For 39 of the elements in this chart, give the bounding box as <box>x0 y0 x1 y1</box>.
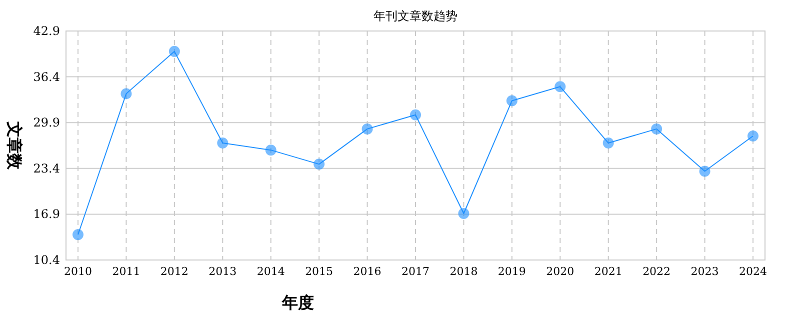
x-tick-label: 2012 <box>160 265 188 278</box>
point <box>314 158 325 170</box>
point <box>554 81 566 92</box>
x-tick-label: 2024 <box>739 265 767 278</box>
y-tick-label: 42.9 <box>33 24 60 38</box>
x-tick-label: 2018 <box>450 265 478 278</box>
chart-title: 年刊文章数趋势 <box>374 9 458 23</box>
point <box>362 123 373 134</box>
y-tick-label: 36.4 <box>33 70 60 84</box>
point <box>506 95 518 106</box>
y-tick-label: 16.9 <box>33 207 60 222</box>
x-tick-label: 2014 <box>256 265 285 278</box>
x-tick-label: 2010 <box>64 265 92 278</box>
x-tick-label: 2015 <box>305 265 334 278</box>
point <box>217 138 228 149</box>
x-tick-label: 2011 <box>112 265 140 278</box>
x-tick-label: 2021 <box>594 265 622 278</box>
y-tick-label: 10.4 <box>33 253 60 267</box>
x-axis-title: 年度 <box>281 293 314 312</box>
x-tick-label: 2016 <box>353 265 382 278</box>
x-tick-label: 2022 <box>642 265 671 278</box>
x-tick-label: 2023 <box>690 265 719 278</box>
x-tick-label: 2019 <box>498 265 526 278</box>
point <box>748 130 758 142</box>
y-tick-label: 29.9 <box>33 116 60 130</box>
x-tick-label: 2013 <box>208 265 237 278</box>
y-axis-title: 文章数 <box>5 120 24 170</box>
point <box>699 166 710 177</box>
point <box>458 208 470 219</box>
point <box>72 229 84 240</box>
point <box>265 144 276 156</box>
x-tick-label: 2017 <box>402 265 430 278</box>
point <box>120 88 132 100</box>
point <box>651 123 662 134</box>
point <box>410 109 421 120</box>
point <box>168 46 180 57</box>
x-tick-label: 2020 <box>546 265 574 278</box>
y-tick-label: 23.4 <box>33 161 60 176</box>
point <box>602 138 614 149</box>
